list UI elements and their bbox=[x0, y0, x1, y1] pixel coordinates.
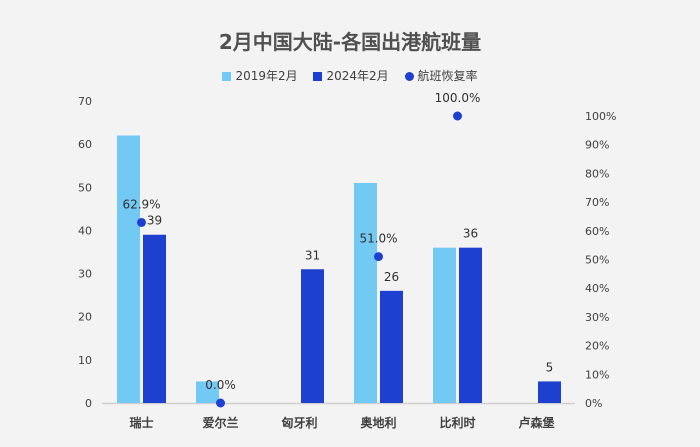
bar-2024 bbox=[301, 269, 324, 403]
y-left-tick-label: 60 bbox=[78, 138, 92, 151]
x-tick-label: 卢森堡 bbox=[518, 415, 554, 430]
legend-marker bbox=[404, 72, 414, 81]
data-label: 26 bbox=[384, 270, 399, 284]
y-right-tick-label: 40% bbox=[585, 282, 609, 295]
legend-item-2019: 2019年2月 bbox=[222, 67, 298, 84]
rate-label: 51.0% bbox=[359, 232, 397, 246]
y-left-tick-label: 70 bbox=[78, 95, 92, 108]
legend-label: 2024年2月 bbox=[326, 69, 389, 83]
y-left-tick-label: 0 bbox=[85, 397, 92, 410]
y-left-tick-label: 10 bbox=[78, 354, 92, 367]
rate-point bbox=[137, 217, 146, 227]
y-left-tick-label: 20 bbox=[78, 311, 92, 324]
y-right-tick-label: 80% bbox=[585, 167, 609, 180]
y-right-tick-label: 50% bbox=[585, 254, 609, 267]
rate-point bbox=[216, 398, 225, 408]
y-left-tick-label: 50 bbox=[78, 181, 92, 194]
legend: 2019年2月 2024年2月 航班恢复率 bbox=[0, 67, 700, 84]
y-right-tick-label: 20% bbox=[585, 340, 609, 353]
y-right-tick-label: 70% bbox=[585, 196, 609, 209]
y-right-tick-label: 10% bbox=[585, 368, 609, 381]
data-label: 39 bbox=[147, 214, 162, 228]
bar-2024 bbox=[538, 381, 561, 403]
y-left-tick-label: 40 bbox=[78, 224, 92, 237]
x-tick-label: 奥地利 bbox=[360, 415, 396, 430]
y-right-tick-label: 60% bbox=[585, 225, 609, 238]
bar-2024 bbox=[143, 234, 166, 403]
y-right-tick-label: 100% bbox=[585, 110, 616, 123]
rate-label: 100.0% bbox=[435, 91, 481, 105]
legend-label: 航班恢复率 bbox=[417, 69, 478, 83]
bar-2019 bbox=[433, 247, 456, 403]
bar-2019 bbox=[196, 381, 219, 403]
x-tick-label: 瑞士 bbox=[129, 415, 153, 430]
chart-title: 2月中国大陆-各国出港航班量 bbox=[218, 30, 482, 54]
rate-point bbox=[453, 111, 462, 121]
y-right-tick-label: 0% bbox=[585, 397, 602, 410]
rate-label: 0.0% bbox=[205, 378, 236, 392]
bar-2024 bbox=[380, 290, 403, 403]
legend-label: 2019年2月 bbox=[235, 69, 298, 83]
y-right-tick-label: 30% bbox=[585, 311, 609, 324]
data-label: 5 bbox=[546, 360, 554, 374]
legend-swatch bbox=[222, 72, 232, 81]
legend-item-rate: 航班恢复率 bbox=[404, 67, 478, 84]
y-left-tick-label: 30 bbox=[78, 268, 92, 281]
bar-2024 bbox=[459, 247, 482, 403]
rate-label: 62.9% bbox=[122, 197, 160, 211]
y-right-tick-label: 90% bbox=[585, 139, 609, 152]
legend-swatch bbox=[313, 72, 323, 81]
data-label: 36 bbox=[463, 227, 478, 241]
bar-2019 bbox=[354, 182, 377, 403]
bar-2019 bbox=[117, 135, 140, 403]
legend-item-2024: 2024年2月 bbox=[313, 67, 389, 84]
data-label: 31 bbox=[305, 248, 320, 262]
rate-point bbox=[374, 252, 383, 262]
x-tick-label: 匈牙利 bbox=[280, 415, 317, 430]
x-tick-label: 比利时 bbox=[439, 415, 475, 430]
x-tick-label: 爱尔兰 bbox=[202, 415, 238, 430]
